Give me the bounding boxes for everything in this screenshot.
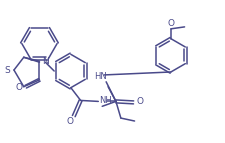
Text: O: O <box>167 19 173 28</box>
Text: O: O <box>15 83 22 92</box>
Text: S: S <box>4 65 10 75</box>
Text: HN: HN <box>93 72 106 81</box>
Text: O: O <box>66 118 73 127</box>
Text: O: O <box>136 97 143 106</box>
Text: NH: NH <box>98 96 111 105</box>
Text: N: N <box>42 57 49 66</box>
